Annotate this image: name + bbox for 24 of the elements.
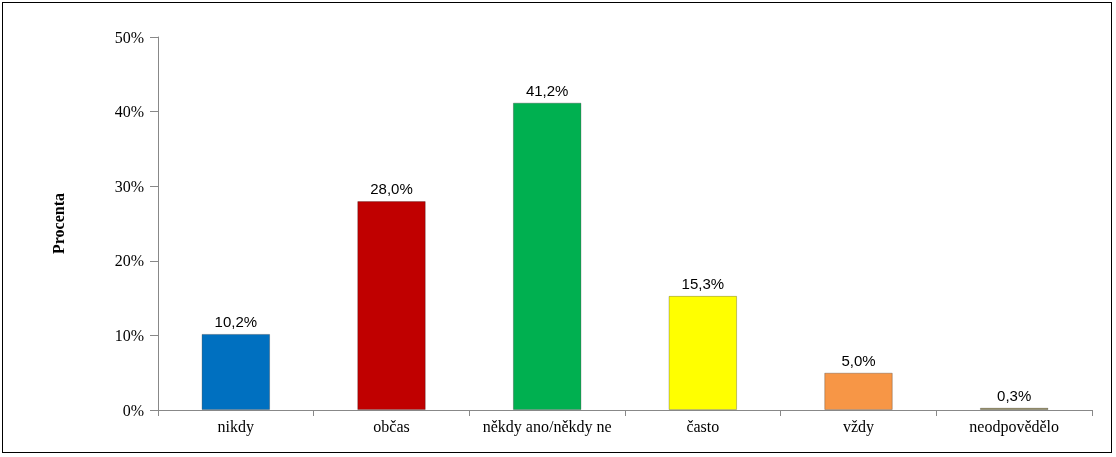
bar: [512, 102, 582, 410]
bar: [201, 333, 271, 410]
y-axis-title: Procenta: [49, 192, 67, 255]
y-tick-label: 10%: [114, 326, 144, 344]
y-tick-label: 0%: [122, 401, 144, 419]
data-label: 0,3%: [997, 386, 1032, 404]
y-tick-label: 20%: [114, 252, 144, 270]
data-label: 41,2%: [525, 81, 569, 99]
x-tick-label: neodpovědělo: [969, 417, 1060, 436]
bar: [357, 201, 426, 410]
x-tick-label: nikdy: [217, 417, 255, 436]
y-tick-label: 40%: [114, 103, 144, 121]
x-tick-label: často: [686, 417, 720, 435]
bar: [824, 372, 893, 410]
y-tick-label: 30%: [114, 177, 144, 195]
data-label: 10,2%: [214, 312, 258, 330]
x-tick-label: občas: [373, 417, 410, 435]
y-tick-label: 50%: [114, 28, 144, 46]
x-tick-label: někdy ano/někdy ne: [482, 417, 612, 436]
data-label: 28,0%: [370, 180, 413, 198]
data-label: 5,0%: [841, 351, 876, 369]
data-label: 15,3%: [681, 274, 725, 292]
bar: [668, 295, 738, 410]
x-tick-label: vždy: [842, 417, 875, 436]
